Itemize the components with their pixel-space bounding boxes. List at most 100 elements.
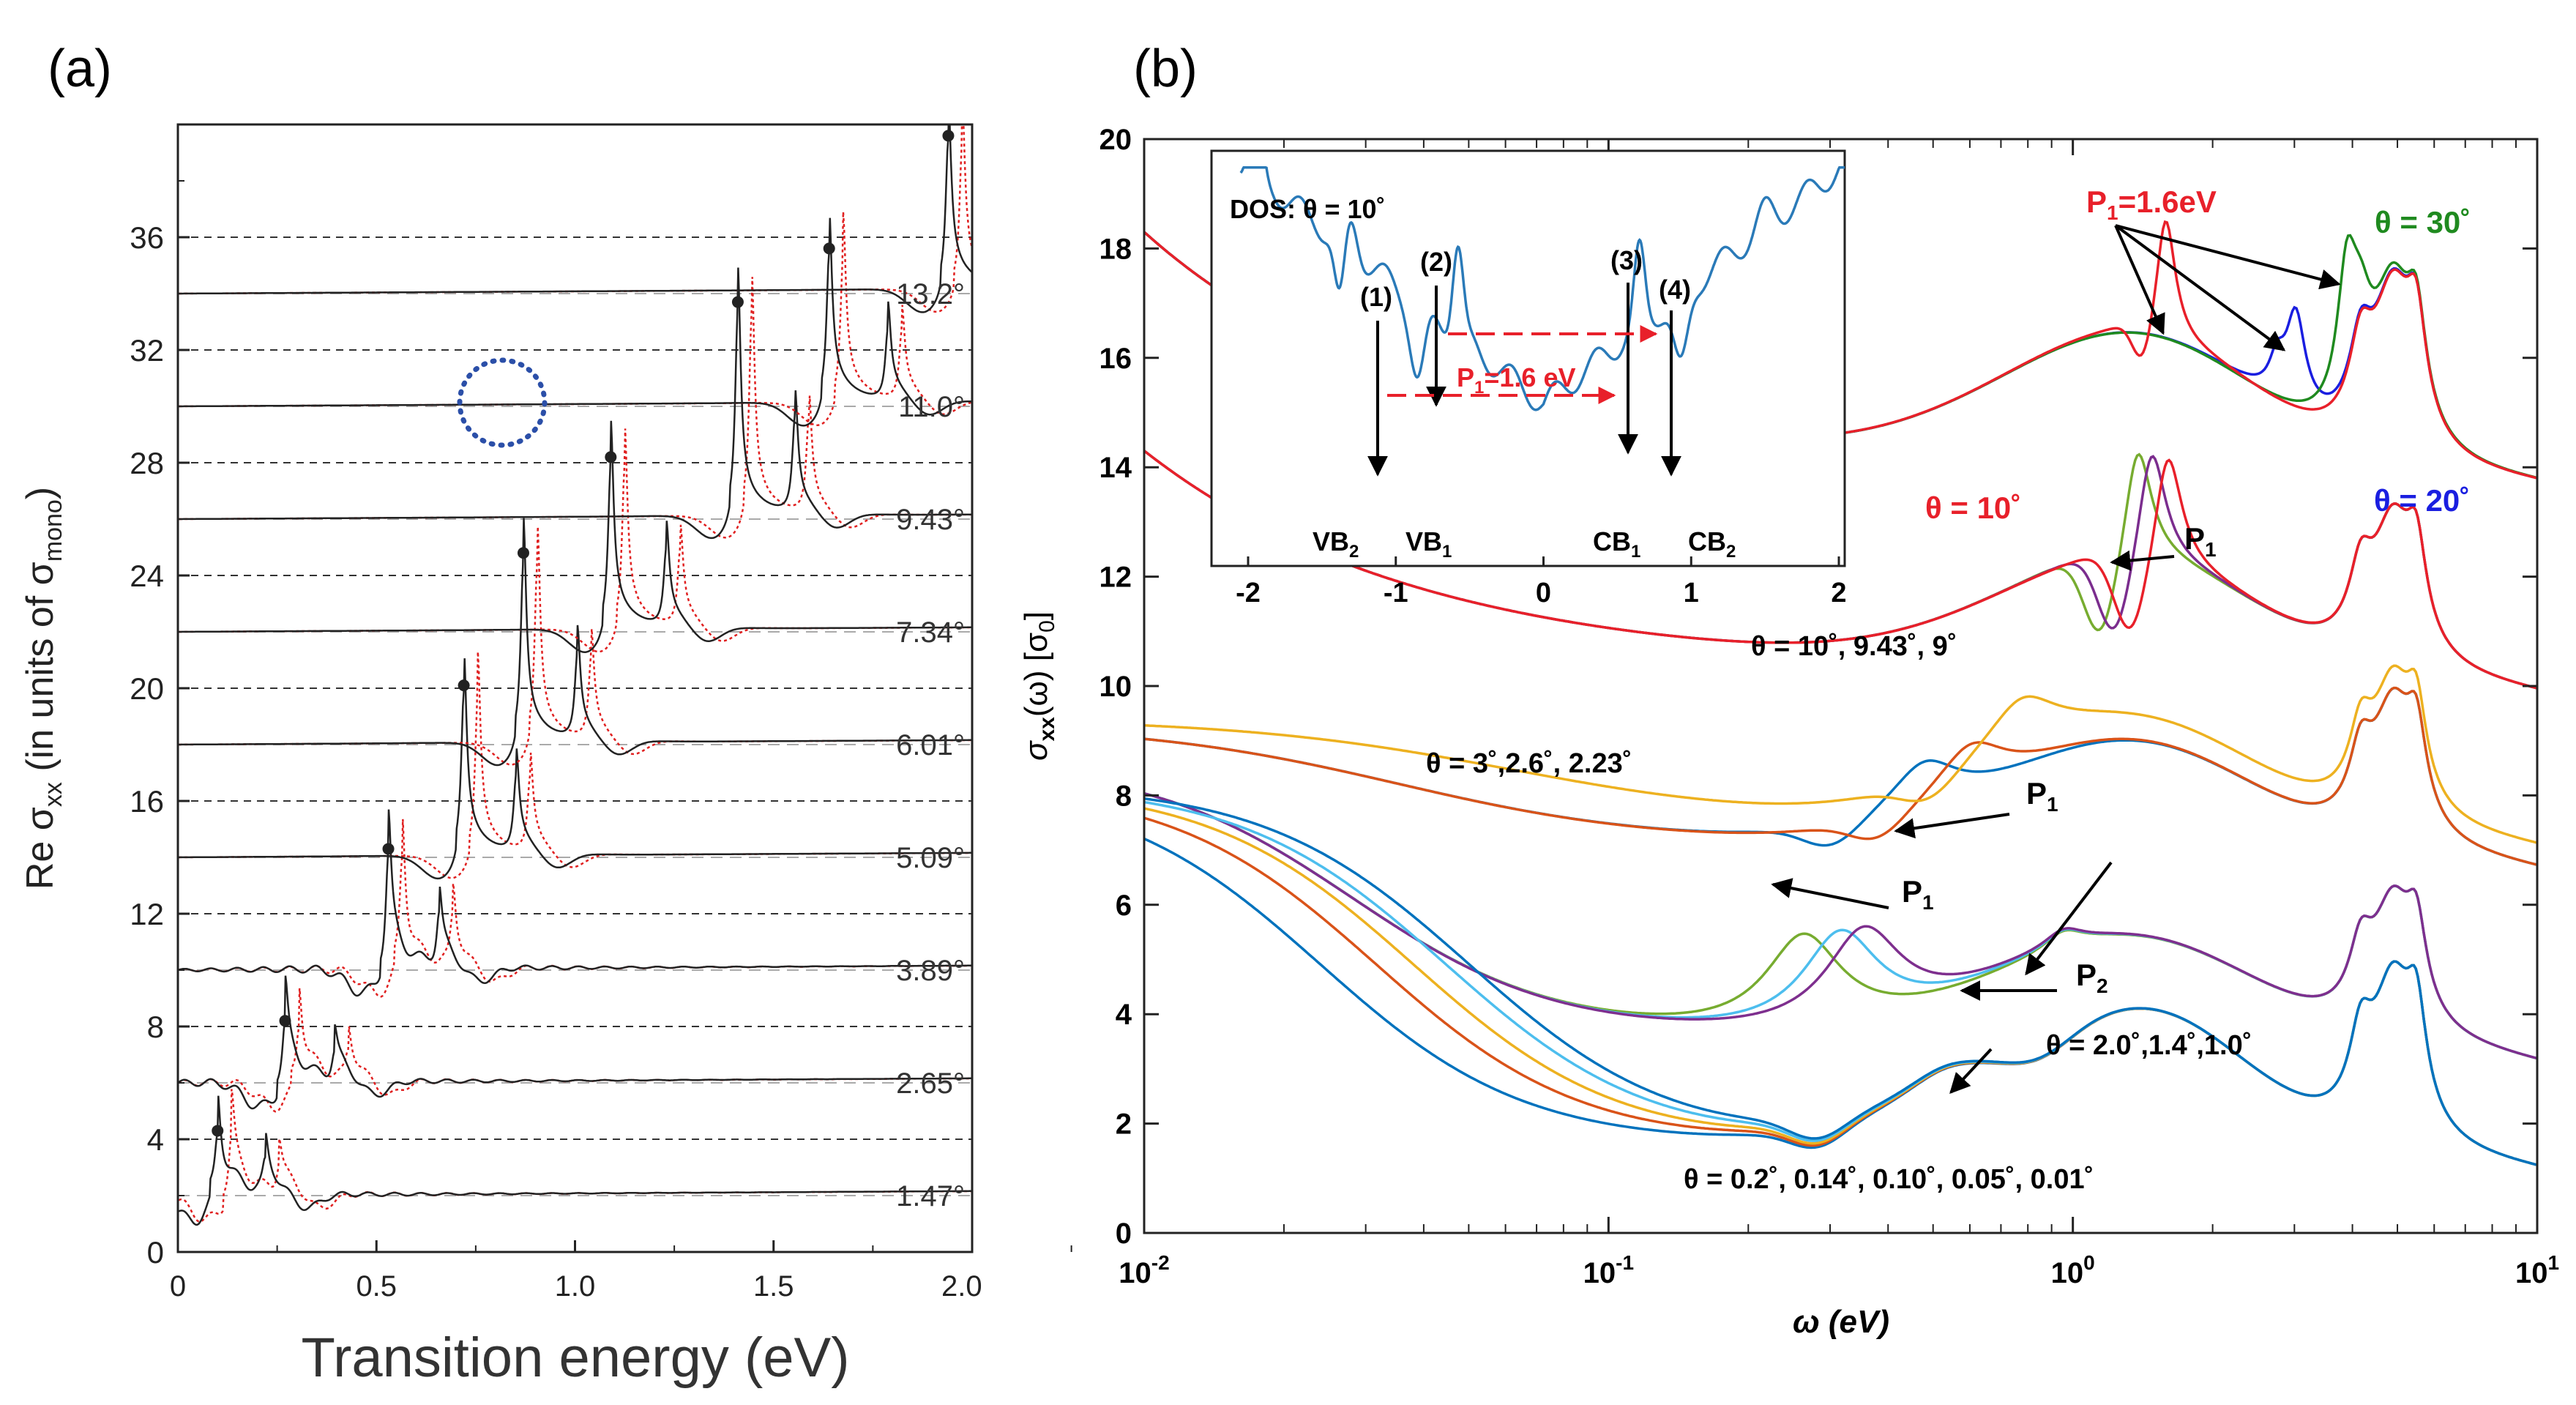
y-tick-label-8: 8 bbox=[147, 1010, 164, 1044]
angle-label-11.0°: 11.0° bbox=[898, 391, 965, 423]
red-curve-13.2 bbox=[179, 124, 972, 313]
panel-a-curves bbox=[178, 124, 972, 1226]
black-curve-1.47 bbox=[178, 1095, 972, 1226]
panel-a-x-axis-label: Transition energy (eV) bbox=[301, 1327, 849, 1389]
inset-x-tick-label--1: -1 bbox=[1384, 578, 1408, 608]
b-y-tick-label-14: 14 bbox=[1100, 452, 1132, 484]
y-tick-label-12: 12 bbox=[130, 897, 164, 931]
inset-dos-curve bbox=[1239, 165, 1845, 411]
peak-marker-2.65 bbox=[279, 1015, 291, 1027]
panel-b-label: (b) bbox=[1133, 40, 1198, 98]
inset-marker-3: (3) bbox=[1610, 245, 1643, 275]
group2-curve-2 bbox=[1144, 450, 2537, 690]
x-tick-label-0.5: 0.5 bbox=[356, 1270, 397, 1302]
angle-label-6.01°: 6.01° bbox=[896, 729, 965, 761]
group3-curve-2 bbox=[1144, 664, 2537, 844]
angle-label-2.65°: 2.65° bbox=[896, 1067, 965, 1100]
panel-a-angle-labels: 13.2° 11.0° 9.43° 7.34° 6.01° 5.09° 3.89° 2.65°… bbox=[896, 278, 965, 1212]
peak-marker-6.01 bbox=[517, 547, 529, 559]
inset-transition-arrows bbox=[1387, 325, 1658, 404]
angle-label-5.09°: 5.09° bbox=[896, 842, 965, 874]
panel-a: 13.2° 11.0° 9.43° 7.34° 6.01° 5.09° 3.89° 2.65°… bbox=[19, 123, 1072, 1389]
panel-a-y-axis-label: Re σxx (in units of σmono) bbox=[19, 487, 67, 890]
panel-b-x-axis-label: ω (eV) bbox=[1793, 1304, 1889, 1340]
inset-transition-label: P1=1.6 eV bbox=[1457, 362, 1575, 398]
peak-marker-9.43 bbox=[731, 296, 744, 308]
p1-label-group4: P1 bbox=[1902, 874, 1934, 914]
group-label-3-26-223: θ = 3˚,2.6˚, 2.23˚ bbox=[1426, 748, 1632, 779]
angle-label-7.34°: 7.34° bbox=[896, 616, 965, 649]
y-tick-label-36: 36 bbox=[130, 220, 164, 255]
angle-label-3.89°: 3.89° bbox=[896, 955, 965, 987]
panel-b-y-axis-label: σxx(ω) [σ0] bbox=[1018, 611, 1059, 761]
x-tick-label-2.0: 2.0 bbox=[941, 1270, 982, 1302]
black-curve-11 bbox=[179, 217, 972, 427]
theta-30-label: θ = 30˚ bbox=[2375, 205, 2471, 239]
panel-b-y-tick-labels: 0 2 4 6 8 10 12 14 16 18 20 bbox=[1100, 124, 1132, 1250]
b-x-tick-label-1: 101 bbox=[2515, 1251, 2559, 1289]
inset-ticks bbox=[1247, 556, 1840, 566]
theta-10-label: θ = 10˚ bbox=[1925, 491, 2021, 525]
peak-marker-5.09 bbox=[458, 679, 470, 692]
b-x-tick-label--2: 10-2 bbox=[1119, 1251, 1169, 1289]
y-tick-label-24: 24 bbox=[130, 559, 164, 593]
red-curve-5.09 bbox=[179, 652, 972, 879]
y-tick-label-28: 28 bbox=[130, 446, 164, 480]
black-curve-6.01 bbox=[179, 518, 972, 767]
y-tick-label-16: 16 bbox=[130, 784, 164, 819]
y-tick-label-4: 4 bbox=[147, 1122, 164, 1157]
b-y-tick-label-4: 4 bbox=[1116, 999, 1132, 1031]
y-tick-label-20: 20 bbox=[130, 671, 164, 706]
inset-x-tick-label--2: -2 bbox=[1236, 578, 1261, 608]
inset-band-cb2: CB2 bbox=[1688, 526, 1736, 562]
group4-curve-2 bbox=[1144, 792, 2537, 1060]
black-curve-7.34 bbox=[179, 420, 972, 653]
group5-curve-4 bbox=[1144, 797, 2537, 1166]
peak-marker-11 bbox=[823, 242, 835, 255]
inset-frame bbox=[1210, 149, 1846, 567]
inset-title: DOS: θ = 10˚ bbox=[1230, 194, 1386, 224]
inset-x-tick-labels: -2 -1 0 1 2 bbox=[1236, 578, 1846, 608]
b-y-tick-label-0: 0 bbox=[1116, 1218, 1132, 1250]
p2-label-group4: P2 bbox=[2076, 958, 2108, 997]
angle-label-13.2°: 13.2° bbox=[896, 278, 965, 310]
p1-16ev-label: P1=1.6eV bbox=[2086, 185, 2217, 224]
group-label-2-14-1: θ = 2.0˚,1.4˚,1.0˚ bbox=[2046, 1030, 2252, 1061]
p1-label-group2: P1 bbox=[2184, 521, 2217, 561]
inset-marker-1: (1) bbox=[1360, 282, 1392, 312]
x-tick-label-1.0: 1.0 bbox=[555, 1270, 596, 1302]
dos-inset: DOS: θ = 10˚ P1=1.6 eV (1) (2) (3) (4) V… bbox=[1210, 149, 1846, 567]
b-y-tick-label-20: 20 bbox=[1100, 124, 1132, 156]
x-tick-label-0: 0 bbox=[170, 1270, 186, 1302]
black-curve-9.43 bbox=[179, 267, 972, 540]
panel-a-label: (a) bbox=[48, 40, 112, 98]
b-y-tick-label-12: 12 bbox=[1100, 562, 1132, 594]
p1-label-group3: P1 bbox=[2026, 776, 2058, 816]
b-y-tick-label-2: 2 bbox=[1116, 1108, 1132, 1141]
angle-label-9.43°: 9.43° bbox=[896, 504, 965, 536]
red-curve-9.43 bbox=[179, 277, 972, 539]
inset-x-tick-label-2: 2 bbox=[1831, 578, 1846, 608]
inset-marker-4: (4) bbox=[1659, 275, 1691, 305]
black-curve-13.2 bbox=[179, 124, 972, 313]
b-y-tick-label-10: 10 bbox=[1100, 671, 1132, 703]
inset-marker-2: (2) bbox=[1420, 247, 1452, 277]
black-curve-5.09 bbox=[178, 658, 972, 880]
inset-x-tick-label-0: 0 bbox=[1536, 578, 1551, 608]
red-curve-6.01 bbox=[179, 526, 972, 766]
panel-a-ticks bbox=[176, 180, 1072, 1253]
y-tick-label-32: 32 bbox=[130, 333, 164, 368]
highlight-circle bbox=[457, 357, 548, 448]
inset-x-tick-label-1: 1 bbox=[1684, 578, 1699, 608]
panel-a-x-tick-labels: 0 0.5 1.0 1.5 2.0 bbox=[170, 1270, 982, 1302]
theta-20-label: θ = 20˚ bbox=[2374, 483, 2470, 518]
annotation-arrows bbox=[1771, 224, 2341, 1095]
b-x-tick-label-0: 100 bbox=[2051, 1251, 2095, 1289]
black-curve-3.89 bbox=[178, 809, 972, 997]
y-tick-label-0: 0 bbox=[147, 1235, 164, 1270]
red-curve-11 bbox=[179, 212, 972, 426]
panel-b-x-tick-labels: 10-2 10-1 100 101 bbox=[1119, 1251, 2559, 1289]
black-curve-2.65 bbox=[178, 975, 972, 1110]
